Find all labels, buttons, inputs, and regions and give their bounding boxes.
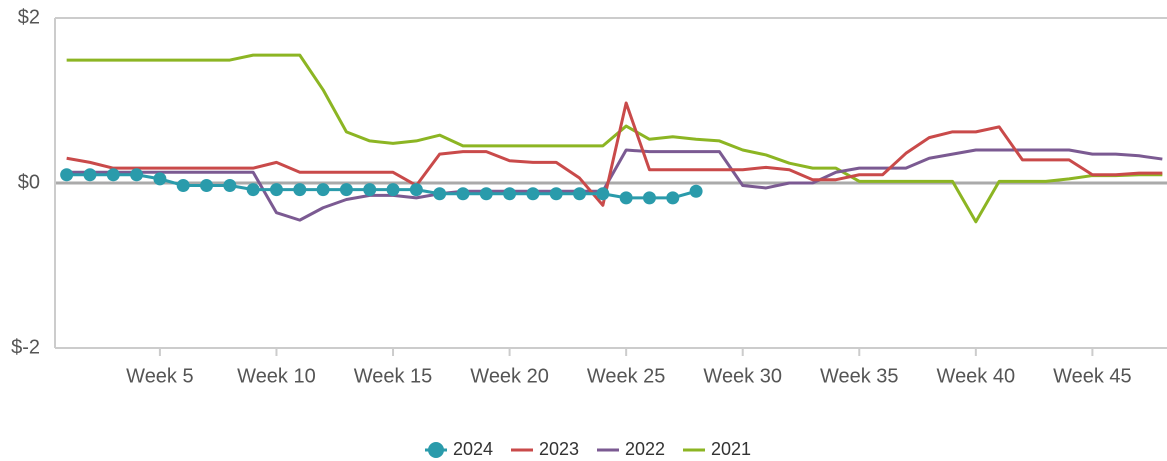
x-tick-label: Week 30 [703,365,782,387]
x-tick-label: Week 10 [237,365,316,387]
series-marker [479,187,493,201]
y-tick-label: $-2 [11,336,40,358]
series-marker [293,183,307,197]
series-marker [176,178,190,192]
series-marker [246,183,260,197]
legend-label: 2021 [711,439,751,459]
series-marker [642,191,656,205]
series-line [66,101,1163,207]
series-marker [316,183,330,197]
series-line [66,53,1163,224]
series-line [66,173,697,200]
x-tick-label: Week 40 [937,365,1016,387]
legend-label: 2023 [539,439,579,459]
x-tick-label: Week 5 [126,365,193,387]
series-marker [619,191,633,205]
series-marker [269,183,283,197]
series-marker [433,187,447,201]
series-marker [549,187,563,201]
series-marker [200,178,214,192]
legend-swatch [428,442,444,458]
series-marker [573,187,587,201]
series-marker [130,168,144,182]
x-tick-label: Week 25 [587,365,666,387]
series-marker [689,184,703,198]
series-marker [153,172,167,186]
x-tick-label: Week 15 [354,365,433,387]
series-marker [83,168,97,182]
x-tick-label: Week 20 [470,365,549,387]
series-line [66,148,1163,222]
legend-label: 2022 [625,439,665,459]
series-marker [223,178,237,192]
x-tick-label: Week 45 [1053,365,1132,387]
x-tick-label: Week 35 [820,365,899,387]
y-tick-label: $0 [18,171,40,193]
series-marker [503,187,517,201]
series-marker [60,168,74,182]
series-marker [409,183,423,197]
y-tick-label: $2 [18,6,40,28]
series-marker [456,187,470,201]
series-marker [386,183,400,197]
legend-label: 2024 [453,439,493,459]
series-marker [363,183,377,197]
series-marker [339,183,353,197]
series-marker [106,168,120,182]
series-marker [666,191,680,205]
series-marker [526,187,540,201]
series-marker [596,187,610,201]
